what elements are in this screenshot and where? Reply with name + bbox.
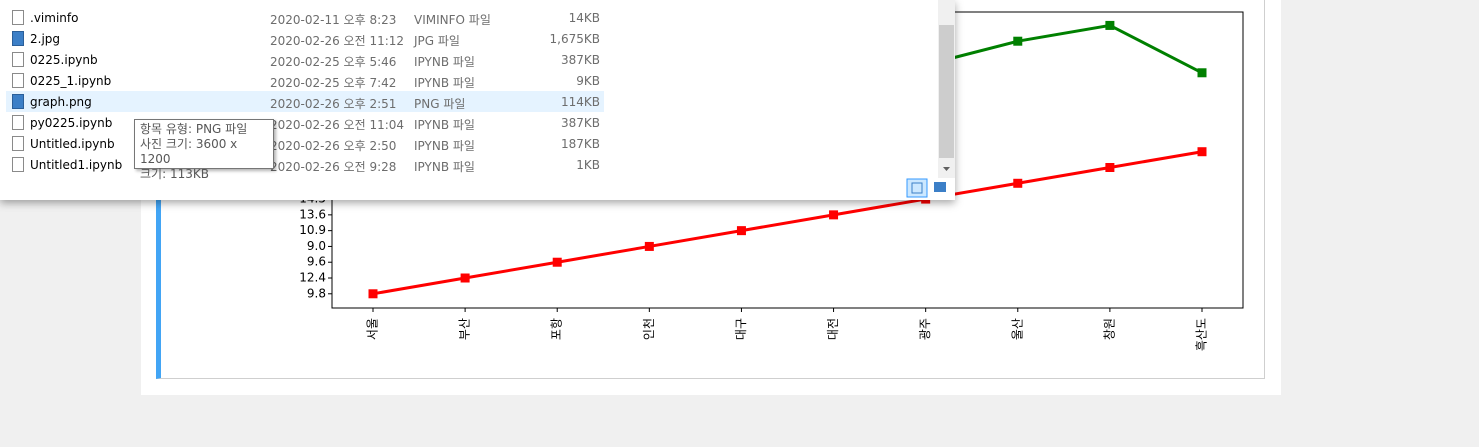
file-size: 114KB <box>560 95 600 109</box>
file-row[interactable]: py0225.ipynb 2020-02-26 오전 11:04 IPYNB 파일 3… <box>6 112 604 133</box>
marker <box>368 289 378 299</box>
file-row[interactable]: Untitled1.ipynb 2020-02-26 오전 9:28 IPYNB 파… <box>6 154 604 175</box>
y-tick-label: 12.4 <box>299 271 326 285</box>
marker <box>829 210 839 220</box>
file-size: 1,675KB <box>549 32 600 46</box>
file-icon <box>12 10 24 25</box>
marker <box>1197 68 1207 78</box>
x-tick-label: 서울 <box>366 318 380 340</box>
file-size: 1KB <box>576 158 600 172</box>
marker <box>1197 147 1207 157</box>
x-tick-label: 대구 <box>734 318 748 340</box>
y-tick-label: 13.6 <box>299 207 326 221</box>
file-name: graph.png <box>30 95 92 109</box>
file-icon <box>12 52 24 67</box>
x-tick-label: 창원 <box>1102 318 1116 340</box>
x-tick-label: 광주 <box>918 318 932 340</box>
file-icon <box>12 94 24 109</box>
marker <box>1105 162 1115 172</box>
file-icon <box>12 73 24 88</box>
file-row[interactable]: graph.png 2020-02-26 오후 2:51 PNG 파일 114KB <box>6 91 604 112</box>
marker <box>644 241 654 251</box>
file-icon <box>12 136 24 151</box>
scroll-down[interactable] <box>938 160 955 180</box>
marker <box>552 257 562 267</box>
x-tick-label: 대전 <box>826 318 840 340</box>
file-date: 2020-02-26 오전 11:12 <box>270 34 405 48</box>
file-icon <box>12 31 24 46</box>
y-tick-label: 9.6 <box>307 255 326 269</box>
file-name: Untitled.ipynb <box>30 137 115 151</box>
file-type: JPG 파일 <box>414 34 460 48</box>
file-type: IPYNB 파일 <box>414 118 475 132</box>
file-type: IPYNB 파일 <box>414 55 475 69</box>
file-size: 387KB <box>560 53 600 67</box>
file-row[interactable]: 2.jpg 2020-02-26 오전 11:12 JPG 파일 1,675KB <box>6 28 604 49</box>
tooltip: 항목 유형: PNG 파일 사진 크기: 3600 x 1200 크기: 113KB <box>134 119 274 181</box>
file-icon <box>12 157 24 172</box>
series-line <box>372 150 1203 296</box>
file-row[interactable]: Untitled.ipynb 2020-02-26 오후 2:50 IPYNB 파일… <box>6 133 604 154</box>
file-date: 2020-02-25 오후 7:42 <box>270 76 397 90</box>
tooltip-line: 사진 크기: 3600 x 1200 <box>140 137 238 166</box>
marker <box>1013 178 1023 188</box>
file-name: Untitled1.ipynb <box>30 158 123 172</box>
x-tick-label: 흑산도 <box>1195 318 1209 351</box>
file-size: 187KB <box>560 137 600 151</box>
tooltip-line: 크기: 113KB <box>140 167 209 181</box>
x-tick-label: 포항 <box>550 318 564 340</box>
file-date: 2020-02-26 오전 9:28 <box>270 160 397 174</box>
file-type: IPYNB 파일 <box>414 160 475 174</box>
file-type: VIMINFO 파일 <box>414 13 491 27</box>
file-name: .viminfo <box>30 11 79 25</box>
file-date: 2020-02-26 오전 11:04 <box>270 118 405 132</box>
y-tick-label: 9.0 <box>307 239 326 253</box>
file-row[interactable]: 0225_1.ipynb 2020-02-25 오후 7:42 IPYNB 파일 9K… <box>6 70 604 91</box>
file-type: IPYNB 파일 <box>414 76 475 90</box>
marker <box>460 273 470 283</box>
file-date: 2020-02-25 오후 5:46 <box>270 55 397 69</box>
file-name: py0225.ipynb <box>30 116 113 130</box>
file-date: 2020-02-11 오후 8:23 <box>270 13 397 27</box>
file-row[interactable]: 0225.ipynb 2020-02-25 오후 5:46 IPYNB 파일 387K… <box>6 49 604 70</box>
marker <box>1105 20 1115 30</box>
marker <box>1013 36 1023 46</box>
file-type: PNG 파일 <box>414 97 466 111</box>
scrollbar[interactable] <box>938 0 955 178</box>
file-size: 9KB <box>576 74 600 88</box>
file-type: IPYNB 파일 <box>414 139 475 153</box>
file-size: 14KB <box>568 11 600 25</box>
y-tick-label: 10.9 <box>299 223 326 237</box>
series-line <box>925 23 1203 75</box>
file-size: 387KB <box>560 116 600 130</box>
x-tick-label: 부산 <box>458 318 472 340</box>
x-tick-label: 울산 <box>1010 318 1024 340</box>
x-tick-label: 인천 <box>641 318 656 340</box>
scroll-thumb[interactable] <box>939 25 954 158</box>
file-name: 0225.ipynb <box>30 53 98 67</box>
file-row[interactable]: .viminfo 2020-02-11 오후 8:23 VIMINFO 파일 14KB <box>6 7 604 28</box>
y-tick-label: 9.8 <box>307 286 326 300</box>
file-date: 2020-02-26 오후 2:50 <box>270 139 397 153</box>
file-icon <box>12 115 24 130</box>
file-name: 2.jpg <box>30 32 61 46</box>
file-date: 2020-02-26 오후 2:51 <box>270 97 397 111</box>
view-buttons[interactable] <box>906 178 950 198</box>
file-name: 0225_1.ipynb <box>30 74 112 88</box>
tooltip-line: 항목 유형: PNG 파일 <box>140 122 248 136</box>
marker <box>736 226 746 236</box>
